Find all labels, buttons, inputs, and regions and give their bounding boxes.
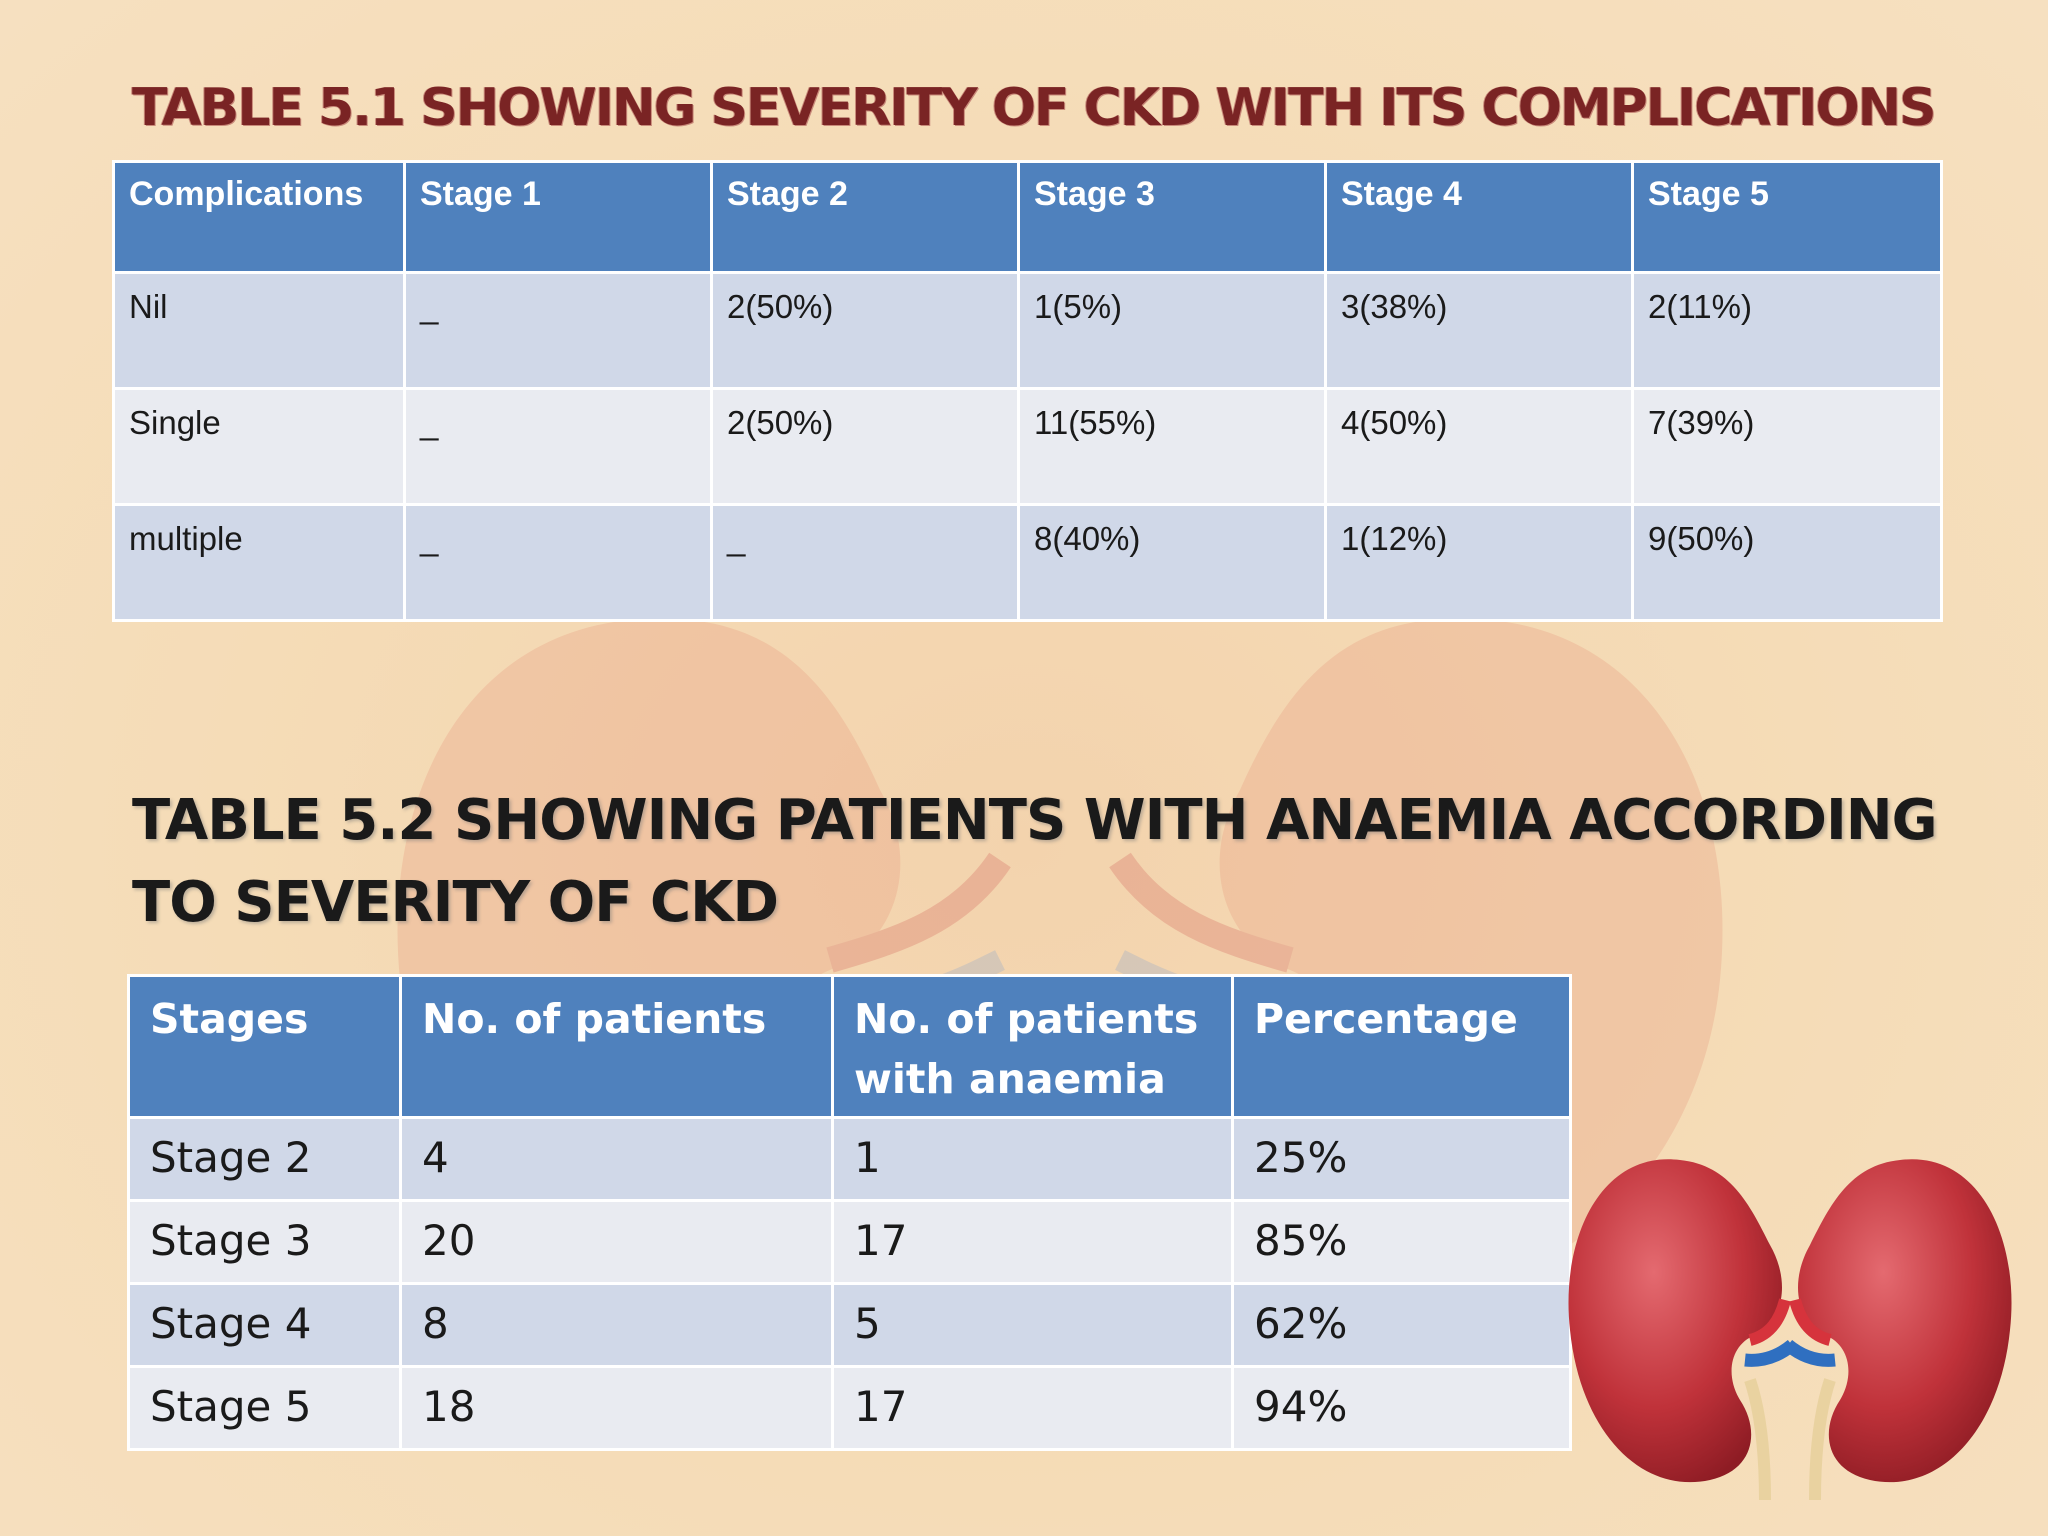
- table-header-cell: Stages: [127, 974, 402, 1119]
- table-cell: 25%: [1231, 1116, 1572, 1202]
- table-cell: 20: [399, 1199, 834, 1285]
- table-header-cell: Stage 5: [1631, 160, 1943, 274]
- table-header-cell: No. of patients: [399, 974, 834, 1119]
- table-cell: 85%: [1231, 1199, 1572, 1285]
- table-header-row: Stages No. of patients No. of patients w…: [127, 974, 1572, 1119]
- table-row: Stage 2 4 1 25%: [127, 1116, 1572, 1202]
- table-row: multiple _ _ 8(40%) 1(12%) 9(50%): [112, 503, 1943, 622]
- table-cell: 2(50%): [710, 271, 1020, 390]
- table-cell: _: [710, 503, 1020, 622]
- table-header-cell: Stage 1: [403, 160, 713, 274]
- table-cell: Nil: [112, 271, 406, 390]
- table-header-cell: Percentage: [1231, 974, 1572, 1119]
- table-header-cell: Stage 4: [1324, 160, 1634, 274]
- table-cell: 2(11%): [1631, 271, 1943, 390]
- table-row: Nil _ 2(50%) 1(5%) 3(38%) 2(11%): [112, 271, 1943, 390]
- table-cell: Stage 2: [127, 1116, 402, 1202]
- table-cell: multiple: [112, 503, 406, 622]
- table-cell: 2(50%): [710, 387, 1020, 506]
- complications-table: Complications Stage 1 Stage 2 Stage 3 St…: [112, 160, 1943, 622]
- kidneys-illustration-icon: [1568, 1159, 2012, 1500]
- table-cell: 11(55%): [1017, 387, 1327, 506]
- table-cell: 3(38%): [1324, 271, 1634, 390]
- table-cell: 62%: [1231, 1282, 1572, 1368]
- table-header-cell: Stage 3: [1017, 160, 1327, 274]
- table-cell: 94%: [1231, 1365, 1572, 1451]
- table-cell: 4(50%): [1324, 387, 1634, 506]
- table-cell: _: [403, 387, 713, 506]
- table-row: Single _ 2(50%) 11(55%) 4(50%) 7(39%): [112, 387, 1943, 506]
- table-cell: 1(12%): [1324, 503, 1634, 622]
- table-cell: Single: [112, 387, 406, 506]
- table-cell: 9(50%): [1631, 503, 1943, 622]
- table-cell: 17: [831, 1199, 1234, 1285]
- table-cell: 1(5%): [1017, 271, 1327, 390]
- table-header-cell: No. of patients with anaemia: [831, 974, 1234, 1119]
- table-row: Stage 5 18 17 94%: [127, 1365, 1572, 1451]
- table-cell: 1: [831, 1116, 1234, 1202]
- table-header-cell: Complications: [112, 160, 406, 274]
- table-cell: 18: [399, 1365, 834, 1451]
- table-cell: _: [403, 503, 713, 622]
- table-cell: 17: [831, 1365, 1234, 1451]
- table-header-row: Complications Stage 1 Stage 2 Stage 3 St…: [112, 160, 1943, 274]
- table-row: Stage 4 8 5 62%: [127, 1282, 1572, 1368]
- table-cell: Stage 4: [127, 1282, 402, 1368]
- table-row: Stage 3 20 17 85%: [127, 1199, 1572, 1285]
- table-cell: Stage 3: [127, 1199, 402, 1285]
- table-header-cell: Stage 2: [710, 160, 1020, 274]
- anaemia-table: Stages No. of patients No. of patients w…: [127, 974, 1572, 1451]
- table-cell: _: [403, 271, 713, 390]
- table-cell: Stage 5: [127, 1365, 402, 1451]
- table1-title: TABLE 5.1 SHOWING SEVERITY OF CKD WITH I…: [132, 78, 1937, 138]
- table-cell: 8: [399, 1282, 834, 1368]
- table-cell: 7(39%): [1631, 387, 1943, 506]
- table-cell: 8(40%): [1017, 503, 1327, 622]
- table-cell: 5: [831, 1282, 1234, 1368]
- table-cell: 4: [399, 1116, 834, 1202]
- table2-title: TABLE 5.2 SHOWING PATIENTS WITH ANAEMIA …: [132, 788, 1938, 935]
